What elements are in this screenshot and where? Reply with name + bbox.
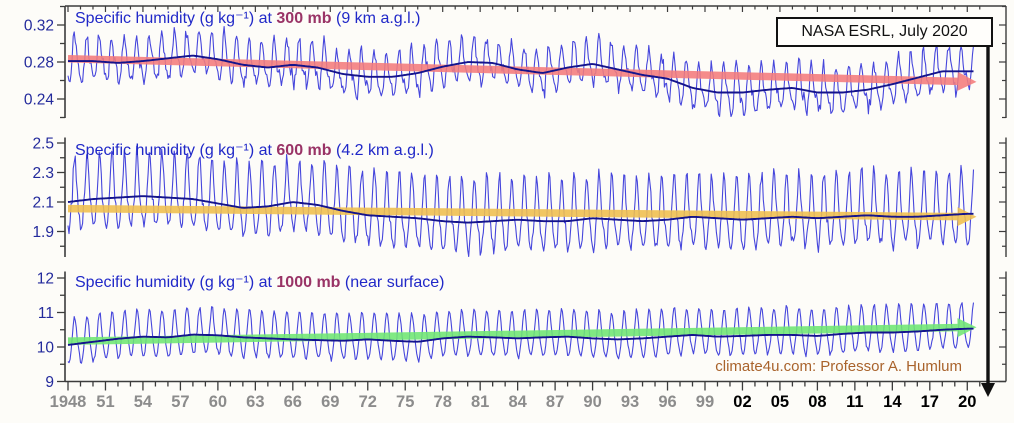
y-axis-left-1: 2.5 2.3 2.1 1.9 [32, 136, 66, 257]
x-tick-label-57: 57 [171, 393, 189, 411]
y-tick-label-11: 11 [38, 305, 54, 322]
smoothed-line-300mb [68, 54, 974, 94]
x-tick-label-08: 08 [808, 393, 826, 411]
y-tick-label-2.5: 2.5 [32, 136, 54, 153]
x-tick-label-02: 02 [733, 393, 751, 411]
y-axis-left-0: 0.32 0.28 0.24 [24, 5, 66, 119]
y-axis-right-2 [999, 271, 1007, 383]
smoothed-line-1000mb [67, 327, 974, 346]
y-axis-right-0 [999, 5, 1007, 119]
attribution-text: climate4u.com: Professor A. Humlum [715, 358, 962, 375]
y-tick-label-0.24: 0.24 [24, 92, 55, 109]
monthly-line-300mb [67, 25, 975, 118]
x-tick-label-20: 20 [958, 393, 976, 411]
x-tick-label-99: 99 [696, 393, 714, 411]
y-axis-left-2: 12 11 10 9 [37, 271, 66, 391]
panel-300mb-level-label: 300 mb [276, 10, 332, 27]
panel-600mb-title-prefix: Specific humidity (g kg⁻¹) at [75, 142, 272, 159]
panel-1000mb-title-prefix: Specific humidity (g kg⁻¹) at [75, 274, 272, 291]
y-tick-label-10: 10 [37, 340, 55, 357]
x-tick-label-05: 05 [771, 393, 789, 411]
x-tick-label-11: 11 [846, 393, 863, 411]
x-tick-label-63: 63 [246, 393, 264, 411]
panel-600mb-title: Specific humidity (g kg⁻¹) at 600 mb (4.… [75, 140, 434, 160]
x-tick-label-72: 72 [359, 393, 377, 411]
x-tick-label-78: 78 [434, 393, 452, 411]
x-tick-label-1948: 1948 [50, 393, 87, 411]
y-tick-label-9: 9 [45, 374, 54, 391]
x-tick-label-93: 93 [621, 393, 639, 411]
y-tick-label-1.9: 1.9 [32, 224, 54, 241]
x-tick-label-84: 84 [508, 393, 527, 411]
trend-band-1000mb [67, 318, 977, 345]
panel-600mb-title-suffix: (4.2 km a.g.l.) [336, 142, 434, 159]
panel-600mb-level-label: 600 mb [276, 142, 332, 159]
source-label: NASA ESRL, July 2020 [801, 23, 968, 40]
panel-300mb: 0.32 0.28 0.24 [24, 5, 1007, 119]
monthly-line-600mb [67, 145, 975, 258]
smoothed-line-600mb [67, 195, 974, 224]
x-tick-label-54: 54 [134, 393, 153, 411]
panel-1000mb-title: Specific humidity (g kg⁻¹) at 1000 mb (n… [75, 272, 445, 292]
x-tick-label-51: 51 [96, 393, 114, 411]
panel-1000mb: 12 11 10 9 [37, 271, 1007, 391]
x-tick-label-60: 60 [209, 393, 227, 411]
x-tick-label-87: 87 [546, 393, 564, 411]
y-tick-label-0.28: 0.28 [24, 55, 54, 72]
trend-arrowhead [957, 318, 977, 338]
panel-300mb-title-prefix: Specific humidity (g kg⁻¹) at [75, 10, 272, 27]
x-tick-label-69: 69 [321, 393, 339, 411]
panel-300mb-title-suffix: (9 km a.g.l.) [336, 10, 421, 27]
y-tick-label-0.32: 0.32 [24, 18, 54, 35]
x-tick-label-90: 90 [583, 393, 601, 411]
down-arrow-icon [981, 383, 995, 397]
x-tick-label-75: 75 [396, 393, 414, 411]
y-tick-label-12: 12 [37, 271, 54, 288]
panel-600mb: 2.5 2.3 2.1 1.9 [32, 136, 1007, 258]
x-tick-label-81: 81 [471, 393, 489, 411]
top-frame [65, 5, 1006, 12]
trend-arrowhead [957, 71, 977, 91]
trend-band-600mb [67, 204, 977, 227]
y-axis-right-1 [999, 137, 1007, 257]
source-label-box: NASA ESRL, July 2020 [776, 17, 993, 47]
y-tick-label-2.1: 2.1 [32, 195, 54, 212]
trend-arrowhead [957, 207, 977, 227]
trend-band-300mb [67, 55, 977, 91]
x-tick-label-17: 17 [921, 393, 939, 411]
panel-1000mb-level-label: 1000 mb [276, 274, 341, 291]
monthly-line-1000mb [67, 302, 975, 364]
current-month-marker [981, 30, 995, 397]
x-axis: 1948 51 54 57 60 63 66 69 72 75 78 81 84 87 90 93 96 99 02… [50, 380, 1006, 411]
panel-300mb-title: Specific humidity (g kg⁻¹) at 300 mb (9 … [75, 8, 420, 28]
y-tick-label-2.3: 2.3 [32, 165, 54, 182]
panel-1000mb-title-suffix: (near surface) [344, 274, 445, 291]
x-tick-label-66: 66 [284, 393, 302, 411]
x-tick-label-14: 14 [883, 393, 902, 411]
x-tick-label-96: 96 [658, 393, 676, 411]
